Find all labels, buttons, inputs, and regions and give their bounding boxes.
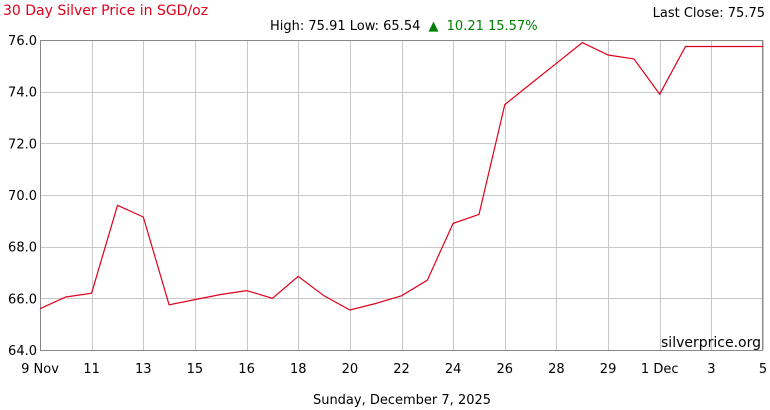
watermark: silverprice.org bbox=[661, 335, 761, 351]
plot-area bbox=[40, 40, 764, 351]
x-axis-ticks: 9 Nov 11 13 15 16 18 20 22 24 26 28 29 1 Dec 3 5 bbox=[21, 362, 767, 377]
x-tick-label: 11 bbox=[83, 362, 100, 377]
last-close-label: Last Close: 75.75 bbox=[653, 6, 765, 21]
x-tick-label: 24 bbox=[445, 362, 462, 377]
change-up-arrow-icon: ▲ bbox=[429, 19, 439, 34]
x-tick-label: 9 Nov bbox=[21, 362, 59, 377]
x-tick-label: 15 bbox=[187, 362, 204, 377]
high-low-text: High: 75.91 Low: 65.54 bbox=[270, 19, 420, 34]
series-lines bbox=[39, 41, 763, 311]
y-tick-label: 76.0 bbox=[8, 34, 37, 49]
x-tick-label: 22 bbox=[393, 362, 410, 377]
y-tick-label: 66.0 bbox=[8, 292, 37, 307]
x-tick-label: 26 bbox=[497, 362, 514, 377]
x-tick-label: 13 bbox=[135, 362, 152, 377]
chart-title: 30 Day Silver Price in SGD/oz bbox=[3, 3, 208, 19]
y-tick-label: 64.0 bbox=[8, 344, 37, 359]
y-tick-label: 70.0 bbox=[8, 189, 37, 204]
change-value: 10.21 15.57% bbox=[447, 19, 538, 34]
high-low-stats: High: 75.91 Low: 65.54 ▲ 10.21 15.57% bbox=[270, 19, 538, 34]
plot-frame bbox=[40, 40, 763, 351]
x-tick-label: 20 bbox=[342, 362, 359, 377]
x-tick-label: 1 Dec bbox=[641, 362, 679, 377]
x-tick-label: 18 bbox=[290, 362, 307, 377]
y-tick-label: 74.0 bbox=[8, 86, 37, 101]
y-tick-label: 72.0 bbox=[8, 137, 37, 152]
x-tick-label: 3 bbox=[707, 362, 715, 377]
date-label: Sunday, December 7, 2025 bbox=[313, 393, 491, 408]
y-tick-label: 68.0 bbox=[8, 241, 37, 256]
x-tick-label: 16 bbox=[238, 362, 255, 377]
x-tick-label: 28 bbox=[548, 362, 565, 377]
series-line bbox=[39, 41, 763, 311]
x-tick-label: 29 bbox=[600, 362, 617, 377]
x-tick-label: 5 bbox=[759, 362, 767, 377]
y-axis-ticks: 64.0 66.0 68.0 70.0 72.0 74.0 76.0 bbox=[8, 34, 37, 359]
